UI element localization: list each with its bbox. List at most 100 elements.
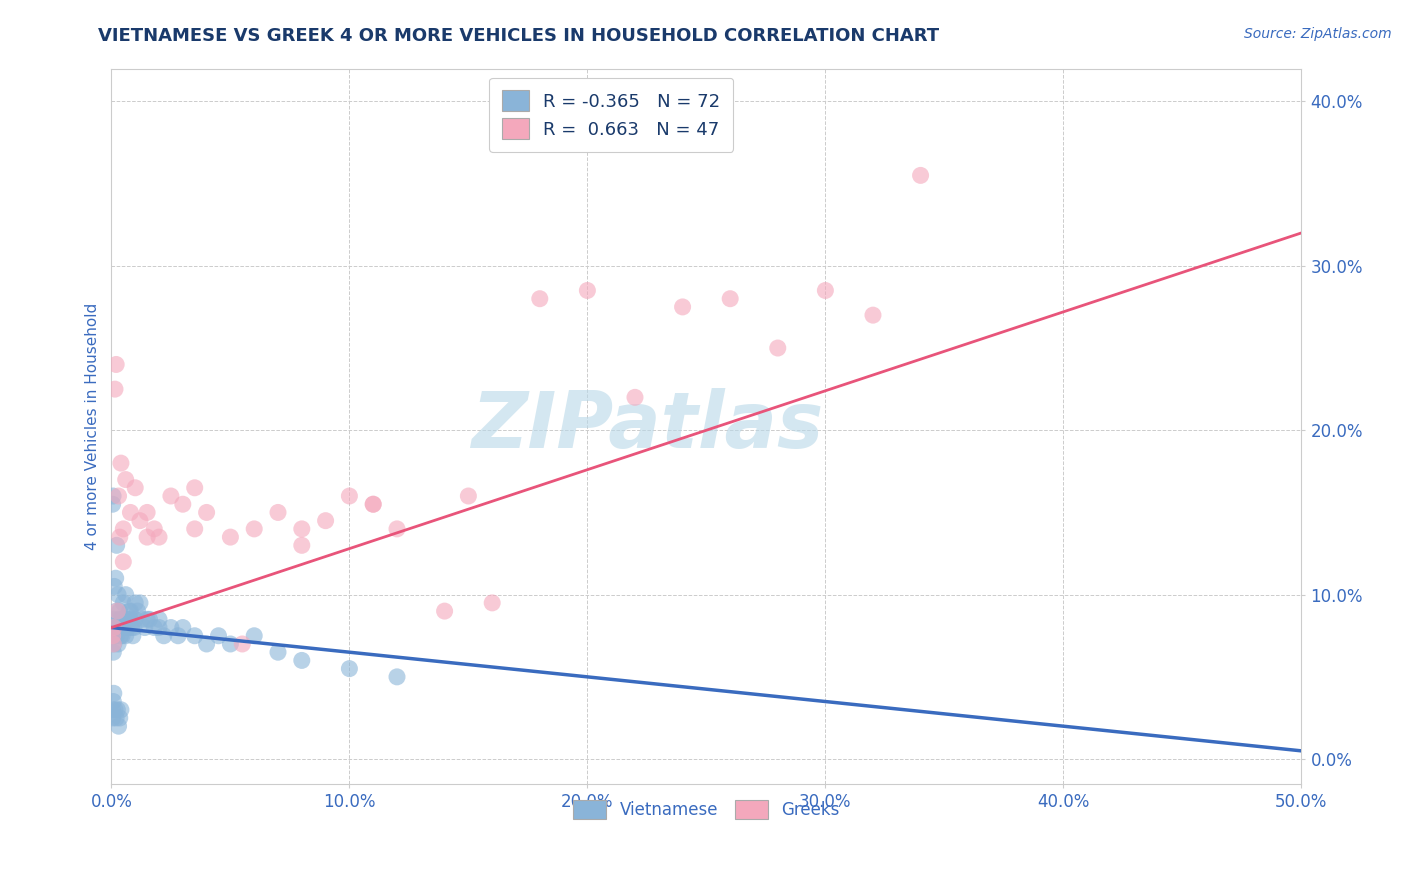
Point — [385, 670, 408, 684]
Point — [127, 604, 149, 618]
Point — [105, 621, 128, 635]
Point — [112, 612, 135, 626]
Point — [107, 719, 129, 733]
Point — [231, 637, 253, 651]
Point — [101, 711, 124, 725]
Point — [104, 382, 127, 396]
Point — [103, 637, 125, 651]
Point — [112, 555, 135, 569]
Point — [243, 629, 266, 643]
Point — [107, 588, 129, 602]
Point — [136, 530, 159, 544]
Point — [195, 637, 218, 651]
Point — [160, 489, 183, 503]
Point — [107, 637, 129, 651]
Point — [101, 489, 124, 503]
Point — [183, 522, 205, 536]
Point — [433, 604, 456, 618]
Point — [361, 497, 384, 511]
Point — [148, 530, 170, 544]
Point — [624, 390, 647, 404]
Point — [207, 629, 229, 643]
Point — [148, 612, 170, 626]
Point — [138, 612, 160, 626]
Point — [718, 292, 741, 306]
Point — [160, 621, 183, 635]
Point — [291, 522, 314, 536]
Y-axis label: 4 or more Vehicles in Household: 4 or more Vehicles in Household — [86, 302, 100, 549]
Point — [291, 653, 314, 667]
Point — [219, 530, 242, 544]
Point — [291, 538, 314, 552]
Point — [103, 612, 125, 626]
Point — [103, 637, 125, 651]
Point — [243, 522, 266, 536]
Point — [148, 621, 170, 635]
Point — [108, 711, 131, 725]
Point — [110, 621, 132, 635]
Point — [219, 637, 242, 651]
Point — [105, 538, 128, 552]
Point — [114, 621, 136, 635]
Point — [115, 612, 138, 626]
Point — [103, 621, 125, 635]
Point — [101, 621, 124, 635]
Point — [143, 522, 166, 536]
Point — [101, 629, 124, 643]
Point — [103, 579, 125, 593]
Point — [120, 505, 142, 519]
Point — [152, 629, 174, 643]
Point — [172, 497, 194, 511]
Point — [114, 629, 136, 643]
Point — [105, 703, 128, 717]
Point — [105, 604, 128, 618]
Point — [112, 522, 135, 536]
Point — [183, 629, 205, 643]
Point — [134, 621, 156, 635]
Point — [136, 505, 159, 519]
Point — [385, 522, 408, 536]
Point — [104, 703, 127, 717]
Point — [105, 358, 128, 372]
Point — [167, 629, 190, 643]
Point — [131, 612, 153, 626]
Point — [110, 612, 132, 626]
Point — [104, 571, 127, 585]
Point — [576, 284, 599, 298]
Text: VIETNAMESE VS GREEK 4 OR MORE VEHICLES IN HOUSEHOLD CORRELATION CHART: VIETNAMESE VS GREEK 4 OR MORE VEHICLES I… — [98, 27, 939, 45]
Point — [910, 169, 932, 183]
Point — [114, 473, 136, 487]
Point — [122, 621, 145, 635]
Point — [862, 308, 884, 322]
Point — [118, 604, 141, 618]
Point — [136, 612, 159, 626]
Text: ZIPatlas: ZIPatlas — [471, 388, 823, 464]
Point — [766, 341, 789, 355]
Point — [105, 629, 128, 643]
Point — [108, 604, 131, 618]
Point — [121, 629, 143, 643]
Point — [108, 530, 131, 544]
Point — [121, 621, 143, 635]
Text: Source: ZipAtlas.com: Source: ZipAtlas.com — [1244, 27, 1392, 41]
Point — [457, 489, 479, 503]
Point — [103, 686, 125, 700]
Point — [107, 489, 129, 503]
Point — [101, 703, 124, 717]
Point — [114, 588, 136, 602]
Point — [120, 612, 142, 626]
Point — [143, 621, 166, 635]
Point — [104, 621, 127, 635]
Point — [481, 596, 503, 610]
Point — [124, 481, 146, 495]
Point — [105, 711, 128, 725]
Point — [361, 497, 384, 511]
Point — [267, 645, 290, 659]
Point — [103, 645, 125, 659]
Point — [124, 596, 146, 610]
Point — [108, 621, 131, 635]
Point — [103, 694, 125, 708]
Point — [814, 284, 837, 298]
Legend: Vietnamese, Greeks: Vietnamese, Greeks — [567, 793, 846, 825]
Point — [129, 514, 152, 528]
